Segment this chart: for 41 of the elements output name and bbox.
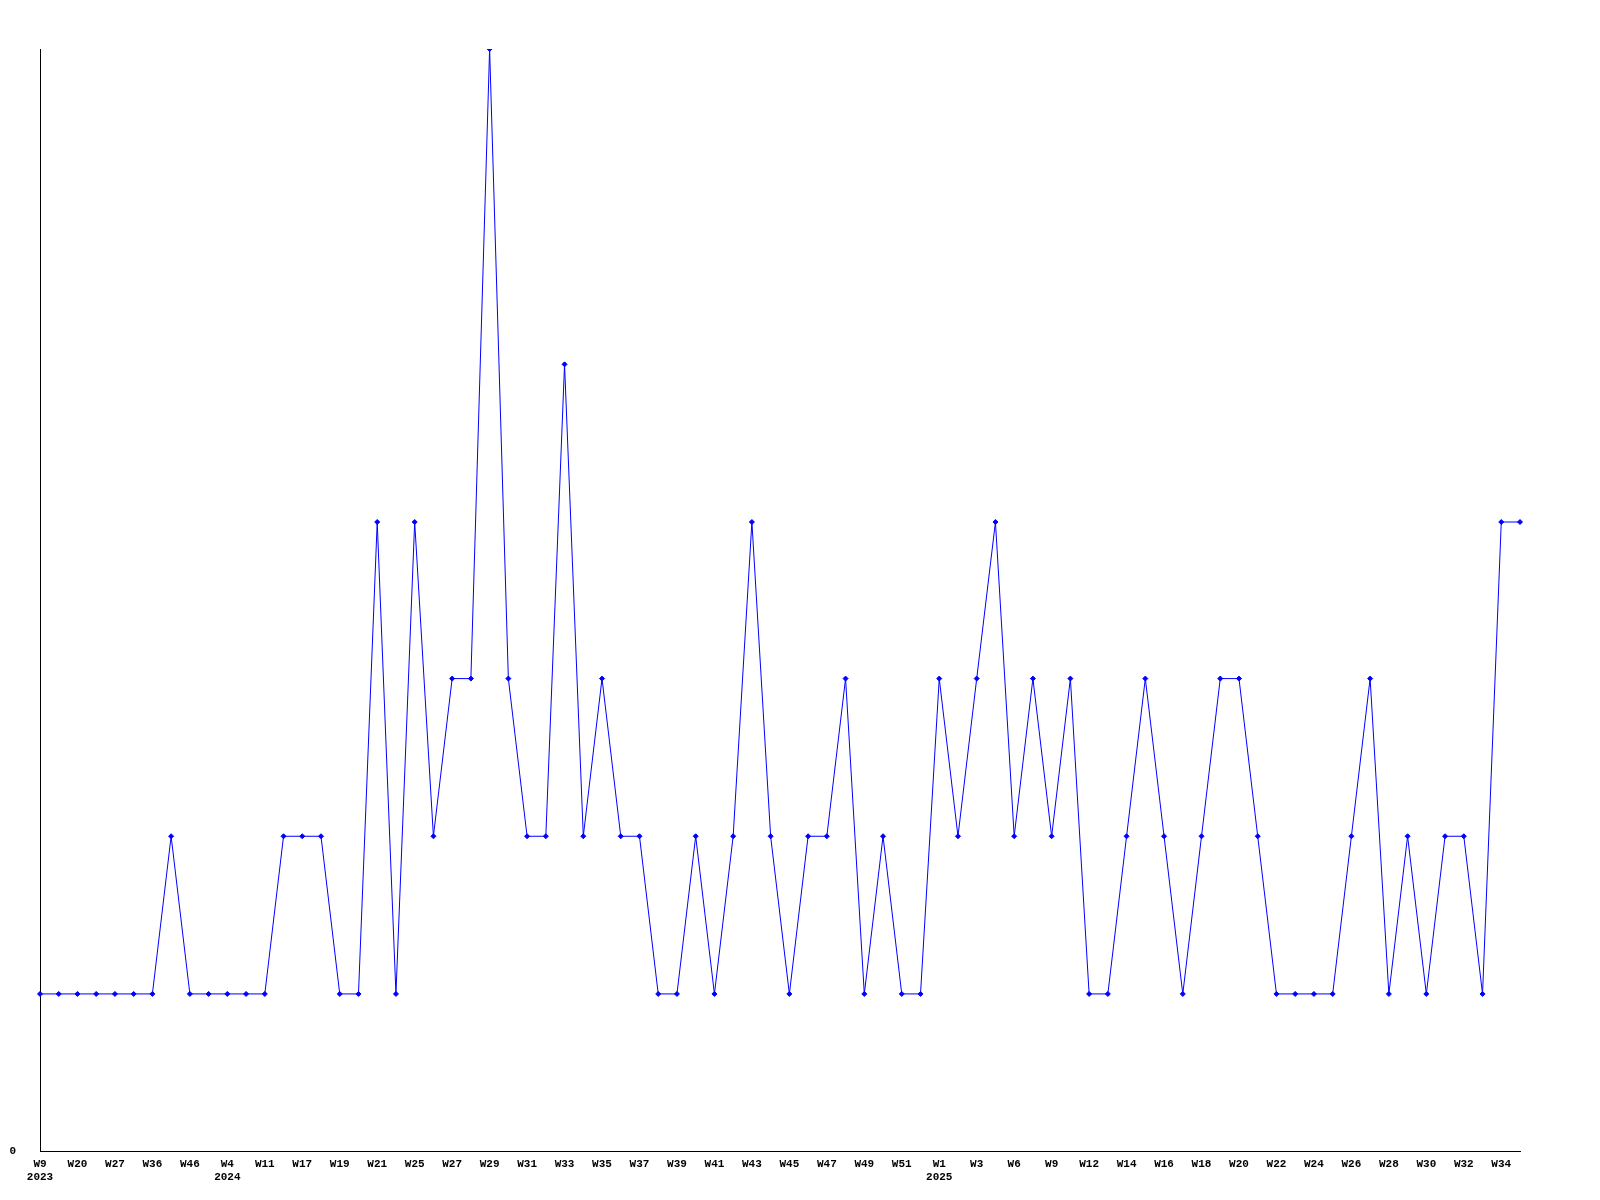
x-tick-label: W41 — [704, 1157, 725, 1170]
x-tick-label: W24 — [1304, 1157, 1325, 1170]
x-tick-label: W37 — [629, 1157, 650, 1170]
x-tick-label: W29 — [479, 1157, 500, 1170]
x-tick-label: W27 — [105, 1157, 125, 1170]
x-tick-label: W16 — [1154, 1157, 1174, 1170]
x-tick-label: W30 — [1416, 1157, 1437, 1170]
x-tick-label: W35 — [592, 1157, 613, 1170]
x-tick-label: W20 — [67, 1157, 88, 1170]
x-tick-label: W17 — [292, 1157, 313, 1170]
x-tick-label: W46 — [179, 1157, 200, 1170]
x-tick-label: W28 — [1378, 1157, 1400, 1170]
x-tick-label: W34 — [1491, 1157, 1512, 1170]
x-tick-label: W45 — [779, 1157, 800, 1170]
x-tick-label: W49 — [854, 1157, 875, 1170]
x-tick-label: W20 — [1229, 1157, 1249, 1170]
x-tick-label: W4 2024 — [214, 1157, 241, 1184]
x-tick-label: W3 — [970, 1157, 984, 1170]
x-tick-label: W21 — [367, 1157, 388, 1170]
x-tick-label: W18 — [1191, 1157, 1212, 1170]
x-tick-label: W36 — [142, 1157, 163, 1170]
x-tick-label: W31 — [517, 1157, 538, 1170]
text: 0 — [9, 1145, 16, 1158]
x-tick-label: W47 — [816, 1157, 837, 1170]
x-tick-label: W12 — [1079, 1157, 1100, 1170]
x-tick-label: W11 — [254, 1157, 276, 1170]
x-tick-label: W27 — [442, 1157, 463, 1170]
x-tick-label: W1 2025 — [926, 1157, 953, 1184]
x-tick-label: W6 — [1007, 1157, 1021, 1170]
x-tick-label: W25 — [404, 1157, 425, 1170]
x-tick-label: W19 — [329, 1157, 350, 1170]
x-tick-label: W51 — [891, 1157, 913, 1170]
x-tick-label: W32 — [1453, 1157, 1474, 1170]
x-tick-label: W9 2023 — [26, 1157, 54, 1184]
x-tick-label: W39 — [667, 1157, 687, 1170]
x-tick-label: W22 — [1266, 1157, 1287, 1170]
x-tick-label: W14 — [1116, 1157, 1137, 1170]
x-tick-label: W33 — [554, 1157, 575, 1170]
x-tick-label: W43 — [741, 1157, 763, 1170]
x-tick-label: W26 — [1341, 1157, 1362, 1170]
x-tick-label: W9 — [1045, 1157, 1059, 1170]
